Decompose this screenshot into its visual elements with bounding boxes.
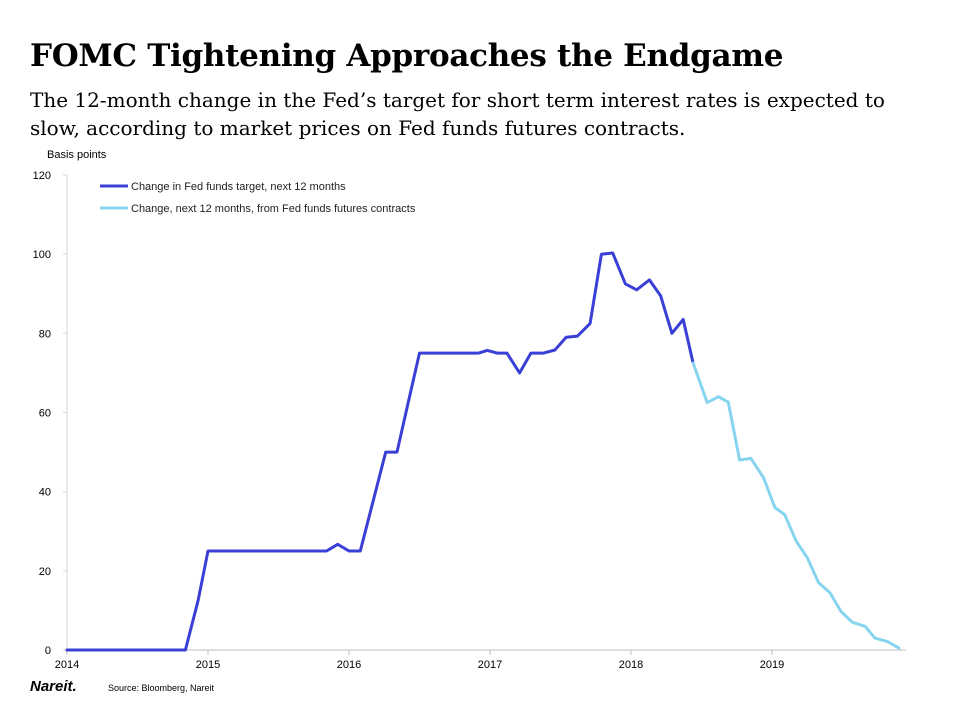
y-tick-label: 40 — [39, 487, 51, 499]
source-note: Source: Bloomberg, Nareit — [108, 683, 215, 693]
legend: Change in Fed funds target, next 12 mont… — [100, 181, 416, 215]
x-tick-label: 2014 — [55, 659, 79, 671]
chart-title: FOMC Tightening Approaches the Endgame — [30, 38, 784, 74]
chart-subtitle: The 12-month change in the Fed’s target … — [30, 88, 885, 140]
y-tick-label: 60 — [39, 408, 51, 420]
legend-label-1: Change in Fed funds target, next 12 mont… — [131, 181, 346, 193]
y-tick-label: 100 — [33, 249, 51, 261]
x-tick-label: 2015 — [196, 659, 220, 671]
y-tick-label: 20 — [39, 566, 51, 578]
series-lines — [65, 251, 901, 652]
series-line-2 — [691, 361, 901, 650]
x-tick-label: 2017 — [478, 659, 502, 671]
y-tick-label: 120 — [33, 170, 51, 182]
x-tick-label: 2016 — [337, 659, 361, 671]
nareit-logo: Nareit. — [30, 678, 77, 695]
axes: 0 20 40 60 80 100 120 2014 2015 2016 2017 2018 2019 — [33, 170, 906, 671]
series-line-1 — [65, 251, 695, 652]
y-axis-label: Basis points — [47, 149, 107, 161]
x-tick-label: 2019 — [760, 659, 784, 671]
y-tick-label: 80 — [39, 328, 51, 340]
x-tick-label: 2018 — [619, 659, 643, 671]
y-tick-label: 0 — [45, 645, 51, 657]
legend-label-2: Change, next 12 months, from Fed funds f… — [131, 203, 416, 215]
